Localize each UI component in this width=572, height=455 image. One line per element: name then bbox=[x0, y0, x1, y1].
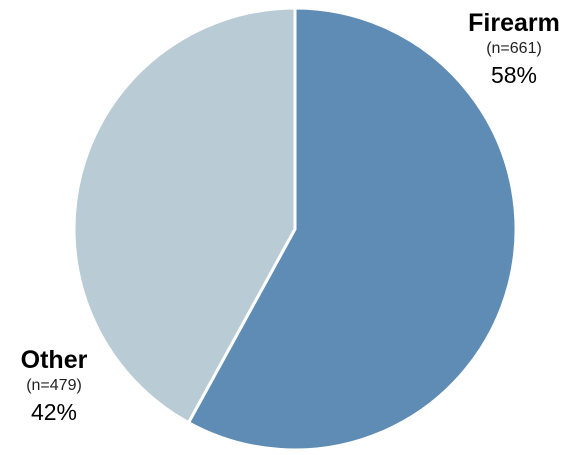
pie-slice-other bbox=[72, 6, 297, 425]
pie-slices bbox=[72, 6, 518, 452]
pie-slice-firearm bbox=[187, 6, 518, 452]
slice-percent-other: 42% bbox=[30, 399, 78, 425]
slice-count-other: (n=479) bbox=[26, 377, 82, 394]
slice-count-firearm: (n=661) bbox=[486, 40, 542, 57]
slice-label-firearm: Firearm (n=661) 58% bbox=[452, 8, 572, 90]
slice-label-other: Other (n=479) 42% bbox=[0, 345, 108, 427]
slice-name-other: Other bbox=[20, 346, 88, 374]
slice-name-firearm: Firearm bbox=[468, 9, 560, 37]
slice-percent-firearm: 58% bbox=[490, 62, 538, 88]
